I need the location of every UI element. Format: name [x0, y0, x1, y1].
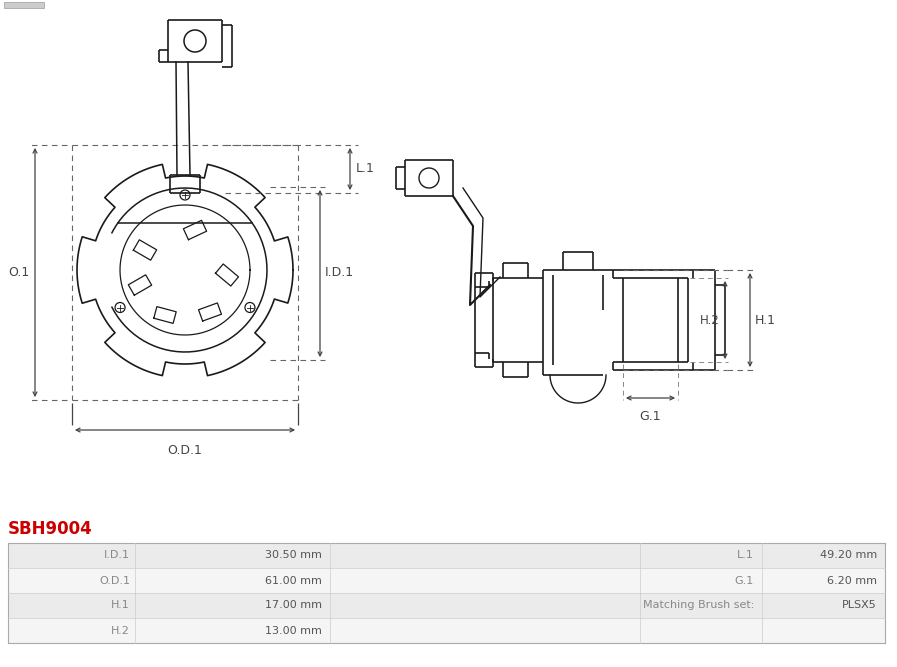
Text: H.1: H.1: [111, 600, 130, 610]
Text: I.D.1: I.D.1: [104, 550, 130, 560]
Text: O.D.1: O.D.1: [168, 444, 203, 457]
Text: L.1: L.1: [737, 550, 754, 560]
Text: 30.50 mm: 30.50 mm: [266, 550, 322, 560]
Text: G.1: G.1: [640, 410, 661, 423]
Text: O.1: O.1: [8, 266, 29, 279]
Text: O.D.1: O.D.1: [99, 576, 130, 586]
Text: H.1: H.1: [755, 313, 776, 327]
Text: 6.20 mm: 6.20 mm: [827, 576, 877, 586]
Bar: [8, 543, 885, 568]
Text: 17.00 mm: 17.00 mm: [265, 600, 322, 610]
Text: L.1: L.1: [356, 163, 375, 175]
Text: 13.00 mm: 13.00 mm: [266, 626, 322, 636]
Text: 61.00 mm: 61.00 mm: [266, 576, 322, 586]
Text: 49.20 mm: 49.20 mm: [820, 550, 877, 560]
Text: I.D.1: I.D.1: [325, 267, 354, 279]
Text: H.2: H.2: [111, 626, 130, 636]
Text: H.2: H.2: [701, 313, 720, 327]
Text: G.1: G.1: [735, 576, 754, 586]
Bar: [8, 593, 885, 618]
Text: SBH9004: SBH9004: [8, 520, 92, 538]
Text: PLSX5: PLSX5: [842, 600, 877, 610]
Bar: [4, 2, 44, 8]
Bar: [8, 568, 885, 593]
Text: Matching Brush set:: Matching Brush set:: [642, 600, 754, 610]
Bar: [8, 618, 885, 643]
